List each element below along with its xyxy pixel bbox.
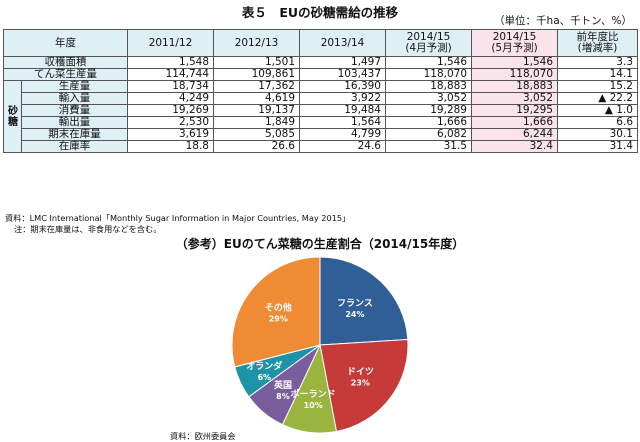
table-cell: 118,070 — [385, 68, 472, 81]
table-cell: 31.5 — [385, 140, 472, 153]
table-cell: 103,437 — [299, 68, 386, 81]
table-cell: 3,052 — [471, 92, 558, 105]
table-cell: 18.8 — [127, 140, 214, 153]
pie-slice-name: 英国 — [273, 379, 292, 391]
table-cell: 19,289 — [385, 104, 472, 117]
table-row: 収穫面積 1,548 1,501 1,497 1,546 1,546 3.3 — [3, 56, 638, 69]
table-row: 期末在庫量 3,619 5,085 4,799 6,082 6,244 30.1 — [4, 128, 638, 141]
table-cell: 1,548 — [127, 56, 214, 69]
pie-slice — [231, 256, 321, 368]
table-cell: 5,085 — [213, 128, 300, 141]
header-row: 年度 2011/12 2012/13 2013/14 2014/15 (4月予測… — [3, 29, 638, 57]
pie-source-note: 資料：欧州委員会 — [170, 431, 236, 441]
pie-slice — [319, 256, 409, 346]
row-label: 在庫率 — [21, 140, 128, 153]
pie-slice — [319, 338, 409, 433]
header-cell: 2011/12 — [127, 29, 214, 57]
header-cell: 2014/15 (5月予測) — [471, 29, 558, 57]
table-cell: ▲ 22.2 — [557, 92, 638, 105]
table-cell: 3.3 — [557, 56, 638, 69]
header-cell: 2013/14 — [299, 29, 386, 57]
row-label: てん菜生産量 — [3, 68, 128, 81]
table-row: 輸入量 4,249 4,619 3,922 3,052 3,052 ▲ 22.2 — [4, 92, 638, 105]
pie-slice-name: フランス — [337, 298, 373, 309]
table-cell: 17,362 — [213, 80, 300, 93]
footnote: 注：期末在庫量は、非食用などを含む。 — [14, 224, 162, 234]
header-cell: 前年度比 (増減率) — [557, 29, 638, 57]
table-cell: 6,244 — [471, 128, 558, 141]
table-cell: 3,619 — [127, 128, 214, 141]
row-label: 期末在庫量 — [21, 128, 128, 141]
pie-title: （参考）EUのてん菜糖の生産割合（2014/15年度） — [175, 237, 465, 251]
row-label: 輸入量 — [21, 92, 128, 105]
table-row: 消費量 19,269 19,137 19,484 19,289 19,295 ▲… — [4, 104, 638, 117]
pie-slice-name: オランダ — [246, 360, 282, 372]
header-cell: 2014/15 (4月予測) — [385, 29, 472, 57]
table-cell: ▲ 1.0 — [557, 104, 638, 117]
table-cell: 3,922 — [299, 92, 386, 105]
row-label: 生産量 — [21, 80, 128, 93]
pie-slice-name: ドイツ — [347, 366, 374, 377]
table-cell: 18,883 — [385, 80, 472, 93]
pie-slice-percent: 23% — [351, 378, 370, 387]
header-cell: 2012/13 — [213, 29, 300, 57]
pie-slice-name: その他 — [265, 302, 292, 314]
table-cell: 1,497 — [299, 56, 386, 69]
header-corner: 年度 — [3, 29, 128, 57]
pie-slice-percent: 8% — [276, 392, 290, 401]
source-note: 資料：LMC International「Monthly Sugar Infor… — [5, 213, 351, 223]
table-cell: 1,666 — [471, 116, 558, 129]
table-cell: 6,082 — [385, 128, 472, 141]
table-cell: 26.6 — [213, 140, 300, 153]
pie-slice-percent: 29% — [269, 315, 288, 324]
table-cell: 19,484 — [299, 104, 386, 117]
table-cell: 32.4 — [471, 140, 558, 153]
table-cell: 19,137 — [213, 104, 300, 117]
table-row: 砂 糖 生産量 18,734 17,362 16,390 18,883 18,8… — [3, 80, 638, 153]
pie-slice-name: ポーランド — [291, 388, 336, 400]
table-cell: 6.6 — [557, 116, 638, 129]
table-cell: 1,546 — [471, 56, 558, 69]
table-cell: 24.6 — [299, 140, 386, 153]
row-label: 輸出量 — [21, 116, 128, 129]
table-cell: 1,564 — [299, 116, 386, 129]
table-cell: 109,861 — [213, 68, 300, 81]
table-cell: 114,744 — [127, 68, 214, 81]
table-cell: 1,666 — [385, 116, 472, 129]
table-cell: 16,390 — [299, 80, 386, 93]
table-cell: 31.4 — [557, 140, 638, 153]
table-cell: 19,295 — [471, 104, 558, 117]
table-cell: 1,849 — [213, 116, 300, 129]
sugar-table: 年度 2011/12 2012/13 2013/14 2014/15 (4月予測… — [3, 29, 638, 153]
table-cell: 30.1 — [557, 128, 638, 141]
table-cell: 3,052 — [385, 92, 472, 105]
table-cell: 4,799 — [299, 128, 386, 141]
pie-slice-percent: 10% — [304, 401, 323, 410]
unit-note: （単位：千ha、千トン、%） — [494, 15, 632, 27]
table-cell: 19,269 — [127, 104, 214, 117]
table-cell: 14.1 — [557, 68, 638, 81]
table-row: 輸出量 2,530 1,849 1,564 1,666 1,666 6.6 — [4, 116, 638, 129]
table-row: てん菜生産量 114,744 109,861 103,437 118,070 1… — [3, 68, 638, 81]
table-cell: 18,734 — [127, 80, 214, 93]
table-cell: 1,546 — [385, 56, 472, 69]
table-cell: 4,249 — [127, 92, 214, 105]
table-title: 表５ EUの砂糖需給の推移 — [241, 5, 399, 20]
pie-slice-percent: 6% — [257, 373, 271, 382]
table-cell: 4,619 — [213, 92, 300, 105]
table-cell: 15.2 — [557, 80, 638, 93]
pie-slice-percent: 24% — [345, 310, 364, 319]
row-label: 消費量 — [21, 104, 128, 117]
table-row: 在庫率 18.8 26.6 24.6 31.5 32.4 31.4 — [4, 140, 638, 153]
table-cell: 18,883 — [471, 80, 558, 93]
table-cell: 118,070 — [471, 68, 558, 81]
table-cell: 1,501 — [213, 56, 300, 69]
sugar-side-label: 砂 糖 — [3, 80, 22, 153]
row-label: 収穫面積 — [3, 56, 128, 69]
table-cell: 2,530 — [127, 116, 214, 129]
